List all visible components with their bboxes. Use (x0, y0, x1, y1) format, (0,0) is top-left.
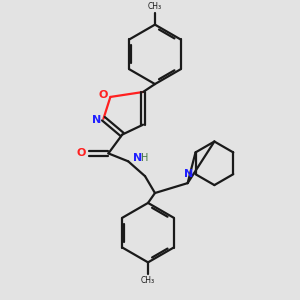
Text: O: O (77, 148, 86, 158)
Text: O: O (99, 90, 108, 100)
Text: H: H (141, 153, 148, 164)
Text: N: N (133, 153, 142, 164)
Text: CH₃: CH₃ (141, 276, 155, 285)
Text: N: N (184, 169, 193, 179)
Text: N: N (92, 115, 101, 125)
Text: CH₃: CH₃ (148, 2, 162, 11)
